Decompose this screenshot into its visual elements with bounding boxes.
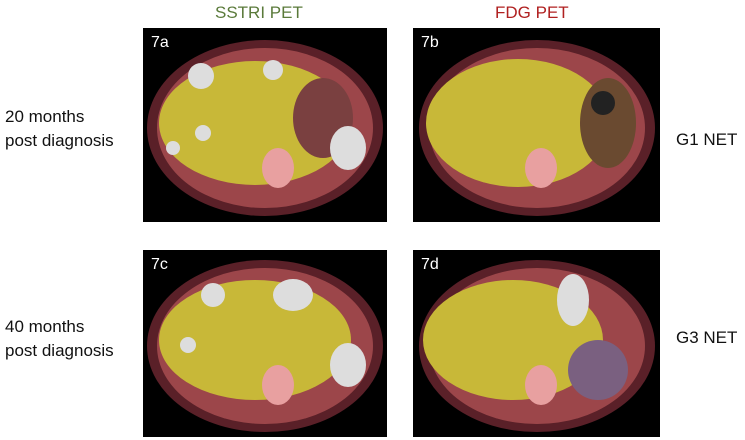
row1-time: 20 months post diagnosis xyxy=(5,105,114,153)
row1-time-line1: 20 months xyxy=(5,107,85,126)
row2-time-line1: 40 months xyxy=(5,317,85,336)
pet-image-7a: 7a xyxy=(143,28,387,222)
header-sstri-pet: SSTRI PET xyxy=(215,3,303,22)
pet-image-7d: 7d xyxy=(413,250,660,437)
row2-time: 40 months post diagnosis xyxy=(5,315,114,363)
pet-image-7c: 7c xyxy=(143,250,387,437)
pet-image-7b: 7b xyxy=(413,28,660,222)
panel-label: 7d xyxy=(421,256,439,273)
panel-label: 7b xyxy=(421,34,439,51)
row2-grade: G3 NET xyxy=(676,328,738,347)
row1-time-line2: post diagnosis xyxy=(5,131,114,150)
header-fdg-pet: FDG PET xyxy=(495,3,569,22)
row1-grade: G1 NET xyxy=(676,130,738,149)
panel-label: 7a xyxy=(151,34,169,51)
row2-time-line2: post diagnosis xyxy=(5,341,114,360)
panel-label: 7c xyxy=(151,256,168,273)
